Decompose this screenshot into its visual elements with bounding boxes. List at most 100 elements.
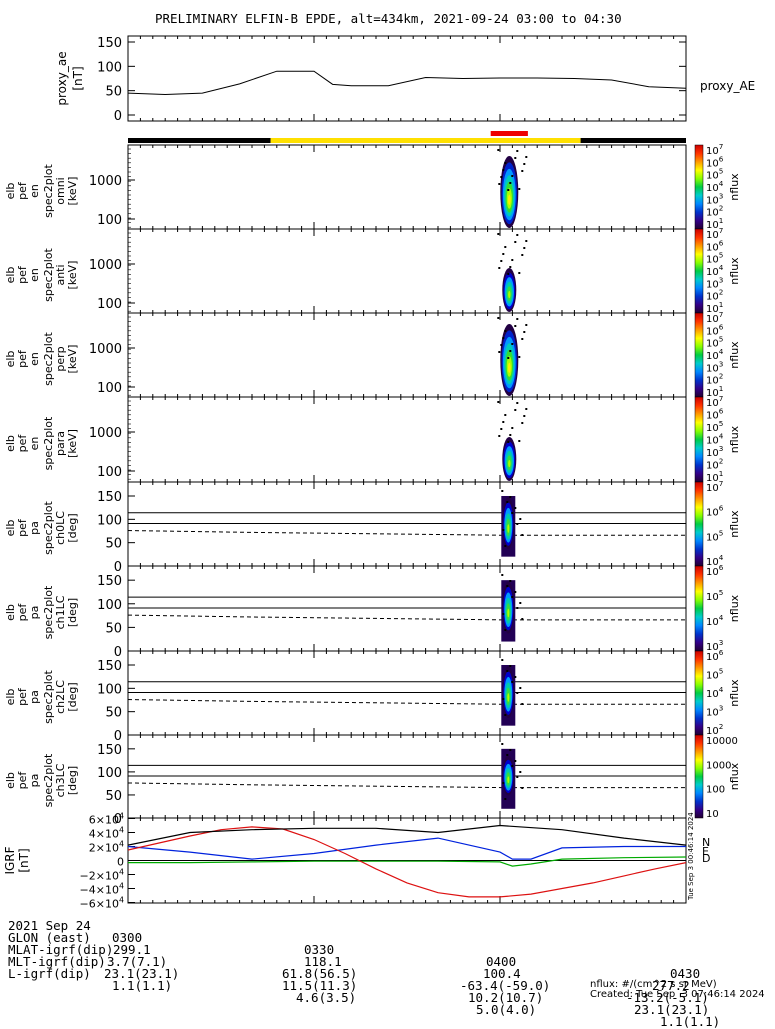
spectrogram-cell [525, 240, 528, 242]
colorbar-tick-label: 106 [706, 238, 724, 253]
spectrogram-cell [500, 428, 503, 430]
footer-value: 4.6(3.5) [296, 990, 357, 1005]
spectrogram-cell [514, 409, 517, 411]
y-axis-label: omni [54, 177, 67, 204]
spectrogram-cell [511, 596, 514, 598]
y-tick-label: −6×104 [80, 896, 124, 911]
footer-value: 10.2(10.7) [468, 990, 544, 1005]
colorbar-tick-label: 102 [706, 372, 723, 387]
colorbar-tick-label: 103 [706, 191, 723, 206]
legend-igrf-n: N [702, 836, 710, 849]
y-axis-label: pa [28, 606, 41, 620]
y-tick-label: 50 [105, 621, 122, 636]
colorbar-label: nflux [728, 341, 741, 369]
spectrogram-cell [516, 607, 519, 609]
spectrogram-cell [504, 414, 507, 416]
colorbar-tick-label: 104 [706, 347, 724, 362]
colorbar-tick-label: 10 [706, 809, 719, 820]
spectrogram-cell [504, 330, 507, 332]
spectrogram-cell [501, 743, 504, 745]
y-axis-label: elb [4, 183, 17, 200]
colorbar-tick-label: 106 [706, 563, 724, 578]
colorbar-tick-label: 105 [706, 528, 723, 543]
panel-frame [127, 228, 687, 314]
y-axis-label: ch2LC [54, 680, 67, 714]
colorbar-tick-label: 104 [706, 179, 724, 194]
spectrogram-cell [514, 760, 517, 762]
y-tick-label: 0 [117, 856, 124, 869]
spectrogram-cell [507, 524, 510, 533]
y-axis-label: pef [16, 603, 29, 622]
colorbar [694, 228, 704, 314]
colorbar-tick-label: 1000 [706, 760, 731, 771]
colorbar-tick-label: 107 [706, 310, 723, 325]
spectrogram-cell [521, 422, 524, 424]
spectrogram-cell [523, 247, 526, 249]
spectrogram-cell [504, 798, 507, 800]
spectrogram-cell [497, 317, 500, 319]
spectrogram-cell [525, 324, 528, 326]
spectrogram-cell [508, 290, 511, 299]
y-axis-label: elb [4, 604, 17, 621]
colorbar-tick-label: 104 [706, 432, 724, 447]
y-axis-label: IGRF [3, 846, 17, 874]
footer-value: 11.5(11.3) [282, 978, 358, 993]
colorbar-tick-label: 100 [706, 785, 725, 796]
spectrogram-cell [511, 681, 514, 683]
colorbar-tick-label: 106 [706, 154, 724, 169]
y-axis-label: [deg] [66, 766, 79, 795]
spectrogram-cell [507, 189, 510, 191]
footer-value: 23.1(23.1) [104, 966, 180, 981]
y-axis-label: en [28, 352, 41, 366]
y-axis-label: [nT] [71, 66, 85, 90]
footer-row-2: MLAT-igrf(dip) 3.7(7.1) 61.8(56.5) -63.4… [8, 932, 709, 1004]
colorbar-tick-label: 102 [706, 204, 723, 219]
colorbar-label: nflux [728, 594, 741, 622]
spectrogram-cell [511, 512, 514, 514]
colorbar-tick-label: 107 [706, 394, 723, 409]
spectrogram-cell [506, 754, 509, 756]
y-tick-label: 0 [114, 645, 122, 660]
footer-label: L-igrf(dip) [8, 966, 91, 981]
spectrogram-cell [508, 459, 511, 468]
y-tick-label: 100 [97, 766, 122, 781]
y-axis-label: spec2plot [42, 501, 55, 555]
spectrogram-cell [504, 629, 507, 631]
colorbar-tick-label: 105 [706, 419, 723, 434]
spectrogram-cell [521, 703, 524, 705]
spectrogram-panel-5: 150 100 50 0 elb pef pa spec2plot ch0LC [deg] 107 1… [4, 479, 741, 575]
series-igrf-d [127, 826, 687, 898]
spectrogram-cell [507, 441, 510, 443]
spectrogram-cell [521, 254, 524, 256]
colorbar-tick-label: 103 [706, 638, 723, 653]
footer-value: 5.0(4.0) [476, 1002, 537, 1017]
y-axis-label: [keV] [66, 429, 79, 458]
y-axis-label: elb [4, 267, 17, 284]
spectrogram-cell [521, 338, 524, 340]
spectrogram-cell [506, 670, 509, 672]
igrf-panel: 6×1044×1042×1040−2×104−4×104−6×104NEDIGR… [3, 812, 710, 911]
spectrogram-cell [500, 260, 503, 262]
spectrogram-cell [504, 545, 507, 547]
colorbar-tick-label: 107 [706, 226, 723, 241]
colorbar-tick-label: 105 [706, 335, 723, 350]
y-tick-label: 100 [97, 682, 122, 697]
colorbar-label: nflux [728, 762, 741, 790]
y-tick-label: 100 [97, 381, 122, 396]
y-tick-label: 150 [97, 743, 122, 758]
y-axis-label: ch0LC [54, 511, 67, 545]
spectrogram-cell [514, 676, 517, 678]
spectrogram-cell [514, 241, 517, 243]
spectrogram-cell [516, 234, 519, 236]
y-tick-label: 50 [105, 537, 122, 552]
spectrogram-cell [521, 534, 524, 536]
y-tick-label: 1000 [89, 258, 122, 273]
footer-label: MLAT-igrf(dip) [8, 942, 114, 957]
y-axis-label: en [28, 437, 41, 451]
spectrogram-cell [514, 591, 517, 593]
colorbar-tick-label: 101 [706, 469, 723, 484]
footer-row-0: 2021 Sep 24 0300 0330 0400 0430 [8, 908, 700, 980]
y-axis-label: pa [28, 690, 41, 704]
